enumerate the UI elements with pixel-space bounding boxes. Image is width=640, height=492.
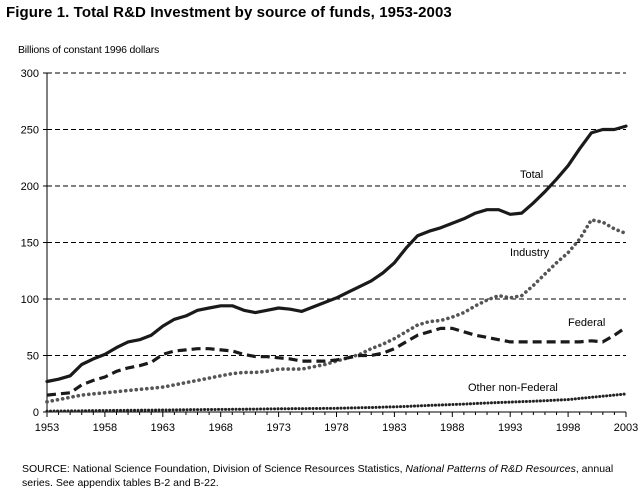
y-tick-label: 100	[21, 294, 39, 306]
x-tick-label: 1998	[556, 422, 580, 434]
source-text: SOURCE: National Science Foundation, Div…	[22, 463, 406, 475]
gridlines	[47, 72, 626, 356]
source-text-end: , annual series. See appendix tables B-2…	[22, 463, 614, 489]
x-tick-label: 1988	[440, 422, 464, 434]
y-tick-label: 300	[21, 68, 39, 80]
x-tick-label: 1978	[324, 422, 348, 434]
source-note: SOURCE: National Science Foundation, Div…	[22, 462, 622, 490]
x-tick-label: 1953	[35, 422, 59, 434]
series-label-total: Total	[520, 169, 543, 181]
x-tick-label: 2003	[614, 422, 638, 434]
y-tick-label: 0	[33, 407, 39, 419]
axes	[43, 72, 627, 417]
x-tick-label: 1968	[208, 422, 232, 434]
series-label-other-non-federal: Other non-Federal	[468, 382, 558, 394]
series-line-other-non-federal	[45, 392, 628, 413]
series-labels: Total Industry Federal Other non-Federal	[468, 169, 605, 394]
y-tick-label: 250	[21, 125, 39, 137]
figure-title: Figure 1. Total R&D Investment by source…	[6, 4, 452, 21]
series-label-federal: Federal	[568, 317, 605, 329]
x-tick-labels: 1953 1958 1963 1968 1973 1978 1983 1988 1993 1998…	[35, 422, 638, 434]
y-tick-label: 200	[21, 181, 39, 193]
source-publication: National Patterns of R&D Resources	[405, 463, 576, 475]
series-line-federal	[46, 325, 627, 397]
y-tick-label: 50	[27, 351, 39, 363]
x-tick-label: 1983	[382, 422, 406, 434]
series-lines	[45, 124, 628, 413]
x-tick-label: 1958	[93, 422, 117, 434]
series-label-industry: Industry	[510, 247, 550, 259]
y-tick-labels: 0 50 100 150 200 250 300	[21, 68, 39, 419]
y-tick-label: 150	[21, 238, 39, 250]
y-axis-label: Billions of constant 1996 dollars	[18, 44, 160, 56]
series-line-total	[45, 124, 628, 384]
x-tick-label: 1963	[151, 422, 175, 434]
x-tick-label: 1993	[498, 422, 522, 434]
x-tick-label: 1973	[266, 422, 290, 434]
